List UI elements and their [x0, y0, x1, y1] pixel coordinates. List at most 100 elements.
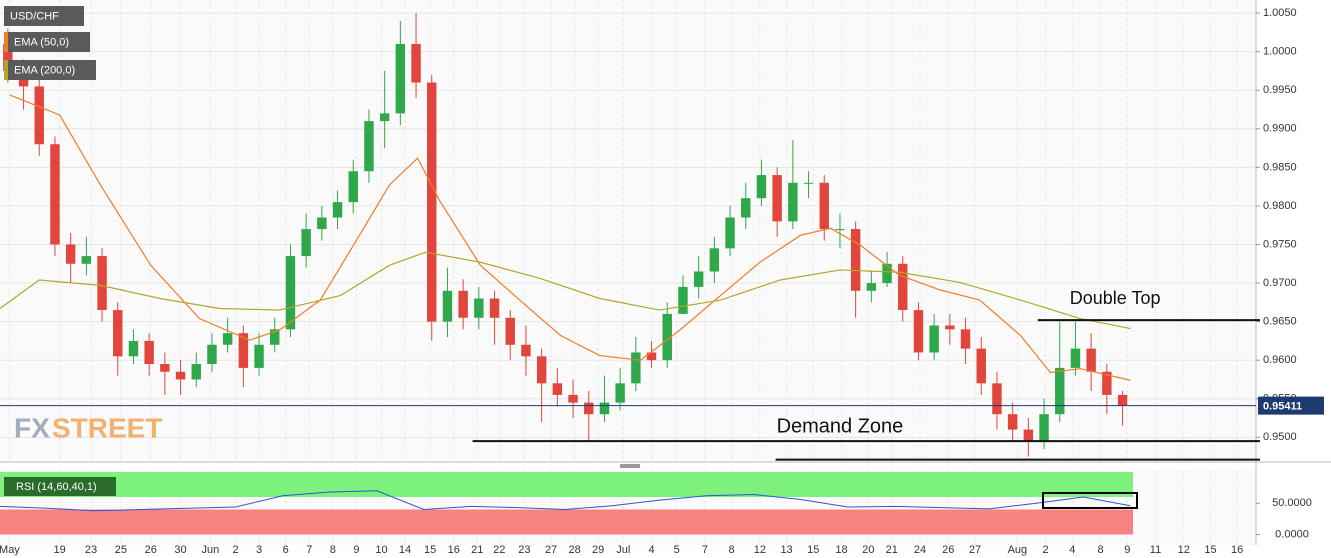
- candle-body: [489, 298, 500, 318]
- candle-body: [725, 217, 735, 249]
- x-tick-label: 8: [330, 544, 336, 556]
- x-tick-label: 27: [969, 544, 981, 556]
- candle-body: [1007, 414, 1018, 430]
- highlight-box: [1042, 492, 1138, 509]
- y-tick-label: 50.0000: [1272, 497, 1312, 509]
- x-tick-label: 15: [807, 544, 819, 556]
- x-tick-label: 26: [145, 544, 157, 556]
- candle-body: [678, 286, 688, 314]
- x-tick-label: 22: [493, 544, 505, 556]
- candle-body: [693, 271, 704, 287]
- candle-body: [646, 352, 657, 361]
- y-tick-label: 0.0000: [1275, 528, 1309, 540]
- x-tick-label: 16: [1231, 544, 1243, 556]
- candle-body: [238, 333, 249, 368]
- x-tick-label: 6: [283, 544, 289, 556]
- y-tick-label: 0.9500: [1263, 431, 1297, 443]
- candle-body: [1039, 414, 1049, 442]
- candle-body: [898, 263, 908, 311]
- ema-line: [9, 94, 1131, 381]
- candle-body: [992, 383, 1002, 415]
- candle-body: [803, 182, 814, 184]
- legend-label: EMA (50,0): [14, 36, 69, 48]
- x-tick-label: 2: [1043, 544, 1049, 556]
- candle-body: [411, 43, 421, 83]
- x-tick-label: 12: [754, 544, 766, 556]
- rsi-upper-zone: [0, 472, 1133, 497]
- candle-body: [301, 229, 311, 257]
- candle-body: [1070, 348, 1081, 368]
- candle-body: [128, 340, 139, 357]
- candle-body: [521, 344, 531, 357]
- legend-swatch: [4, 60, 8, 80]
- x-tick-label: 19: [54, 544, 66, 556]
- y-tick-label: 1.0050: [1263, 7, 1297, 19]
- candle-body: [1086, 348, 1096, 372]
- y-tick-label: 0.9700: [1263, 277, 1297, 289]
- x-tick-label: 25: [115, 544, 127, 556]
- x-tick-label: Jul: [616, 544, 630, 556]
- x-tick-label: 27: [545, 544, 557, 556]
- x-tick-label: 30: [174, 544, 186, 556]
- x-tick-label: 7: [702, 544, 708, 556]
- x-tick-label: 21: [471, 544, 483, 556]
- x-tick-label: 16: [448, 544, 460, 556]
- candle-body: [442, 290, 453, 322]
- x-tick-label: 14: [399, 544, 411, 556]
- x-tick-label: Jun: [202, 544, 220, 556]
- y-tick-label: 0.9950: [1263, 84, 1297, 96]
- candle-body: [772, 175, 782, 222]
- y-tick-label: 0.9650: [1263, 316, 1297, 328]
- candle-body: [81, 256, 92, 264]
- candle-body: [850, 229, 861, 291]
- legend-box: [4, 477, 116, 496]
- x-tick-label: 23: [85, 544, 97, 556]
- candle-body: [364, 121, 374, 172]
- candle-body: [113, 310, 123, 357]
- candle-body: [379, 113, 390, 122]
- y-tick-label: 1.0000: [1263, 46, 1297, 58]
- candle-body: [599, 402, 610, 415]
- x-tick-label: 12: [1178, 544, 1190, 556]
- y-tick-label: 0.9850: [1263, 161, 1297, 173]
- candle-body: [160, 364, 170, 372]
- plot-bg: [0, 0, 1256, 462]
- x-tick-label: 9: [1124, 544, 1130, 556]
- candle-body: [615, 383, 625, 403]
- x-tick-label: 10: [375, 544, 387, 556]
- x-tick-label: 24: [914, 544, 926, 556]
- x-tick-label: 20: [862, 544, 874, 556]
- candle-body: [819, 182, 829, 230]
- rsi-line: [0, 490, 1131, 512]
- x-tick-label: 28: [568, 544, 580, 556]
- candle-body: [270, 329, 280, 345]
- x-tick-label: Aug: [1008, 544, 1028, 556]
- candle-body: [191, 364, 201, 380]
- candle-body: [207, 344, 217, 365]
- candle-body: [97, 256, 107, 311]
- ema-line: [0, 251, 1131, 330]
- candle-body: [474, 298, 484, 318]
- candle-body: [835, 229, 845, 231]
- x-tick-label: 4: [648, 544, 654, 556]
- candle-body: [788, 182, 798, 222]
- legend-label: USD/CHF: [10, 10, 59, 22]
- legend-label: RSI (14,60,40,1): [16, 481, 97, 493]
- x-tick-label: 3: [256, 544, 262, 556]
- candle-body: [945, 325, 955, 330]
- candle-body: [395, 43, 406, 114]
- annotation-label: Double Top: [1070, 288, 1161, 308]
- watermark: FX: [14, 412, 50, 443]
- candle-body: [913, 310, 924, 353]
- x-tick-label: 5: [674, 544, 680, 556]
- legend-label: EMA (200,0): [14, 64, 75, 76]
- candle-body: [866, 283, 877, 291]
- resize-handle[interactable]: [620, 464, 640, 468]
- x-tick-label: 26: [942, 544, 954, 556]
- candle-body: [144, 340, 154, 365]
- x-tick-label: 8: [1098, 544, 1104, 556]
- x-tick-label: 8: [729, 544, 735, 556]
- candle-body: [960, 329, 971, 349]
- candle-body: [34, 86, 44, 145]
